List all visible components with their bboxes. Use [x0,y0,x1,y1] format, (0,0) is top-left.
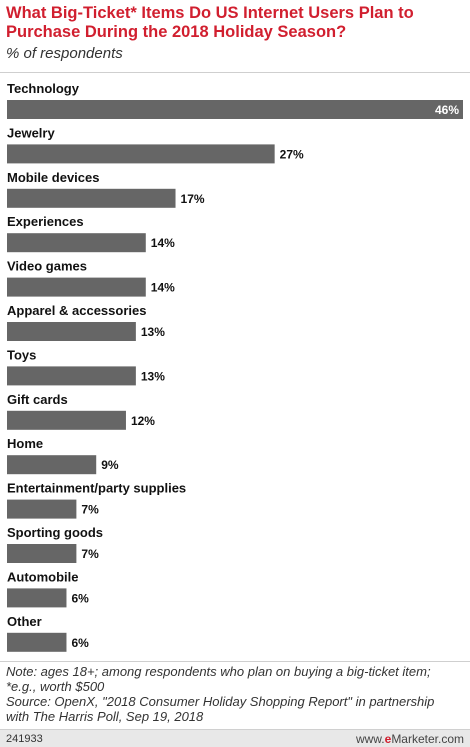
bar [7,588,67,608]
bar [7,544,77,563]
source-line: with The Harris Poll, Sep 19, 2018 [6,709,204,724]
value-label: 27% [280,147,304,161]
bar-chart: Technology 46% Jewelry 27% Mobile devices 17%… [7,81,463,652]
category-label: Home [7,436,43,451]
category-label: Experiences [7,214,84,229]
bar [7,100,463,119]
value-label: 9% [101,458,119,472]
chart-subtitle: % of respondents [6,45,123,62]
category-label: Toys [7,347,36,362]
bar [7,233,146,253]
value-label: 17% [181,192,205,206]
chart-id: 241933 [6,733,43,745]
bar [7,188,176,208]
value-label: 13% [141,369,165,383]
value-label: 7% [81,503,99,517]
chart-title: What Big-Ticket* Items Do US Internet Us… [6,4,414,41]
bar [7,499,77,519]
value-label: 13% [141,325,165,339]
brand-prefix: www. [355,732,385,746]
bar [7,322,136,341]
brand-link[interactable]: www.eMarketer.com [356,732,464,746]
bar [7,277,146,297]
value-label: 14% [151,236,175,250]
bar [7,410,126,430]
note-line: *e.g., worth $500 [6,679,105,694]
note-line: Note: ages 18+; among respondents who pl… [6,664,431,679]
value-label: 6% [71,591,89,605]
category-label: Mobile devices [7,170,99,185]
notes-divider [0,661,470,662]
category-label: Video games [7,259,87,274]
category-label: Gift cards [7,392,68,407]
brand-e: e [384,732,392,746]
category-label: Jewelry [7,125,55,140]
value-label: 14% [151,281,175,295]
bar [7,632,67,652]
value-label: 6% [71,636,89,650]
category-label: Sporting goods [7,525,103,540]
bar [7,366,136,386]
footer-bar: 241933 www.eMarketer.com [0,729,470,747]
value-label: 46% [435,103,459,117]
category-label: Entertainment/party supplies [7,481,186,496]
bar [7,455,97,475]
bar [7,144,275,164]
category-label: Other [7,614,42,629]
source-line: Source: OpenX, "2018 Consumer Holiday Sh… [6,694,435,709]
value-label: 12% [131,414,155,428]
category-label: Apparel & accessories [7,303,146,318]
brand-rest: Marketer.com [391,732,464,746]
value-label: 7% [81,547,99,561]
chart-notes: Note: ages 18+; among respondents who pl… [6,664,466,724]
category-label: Automobile [7,569,79,584]
category-label: Technology [7,81,80,96]
top-divider [0,72,470,73]
